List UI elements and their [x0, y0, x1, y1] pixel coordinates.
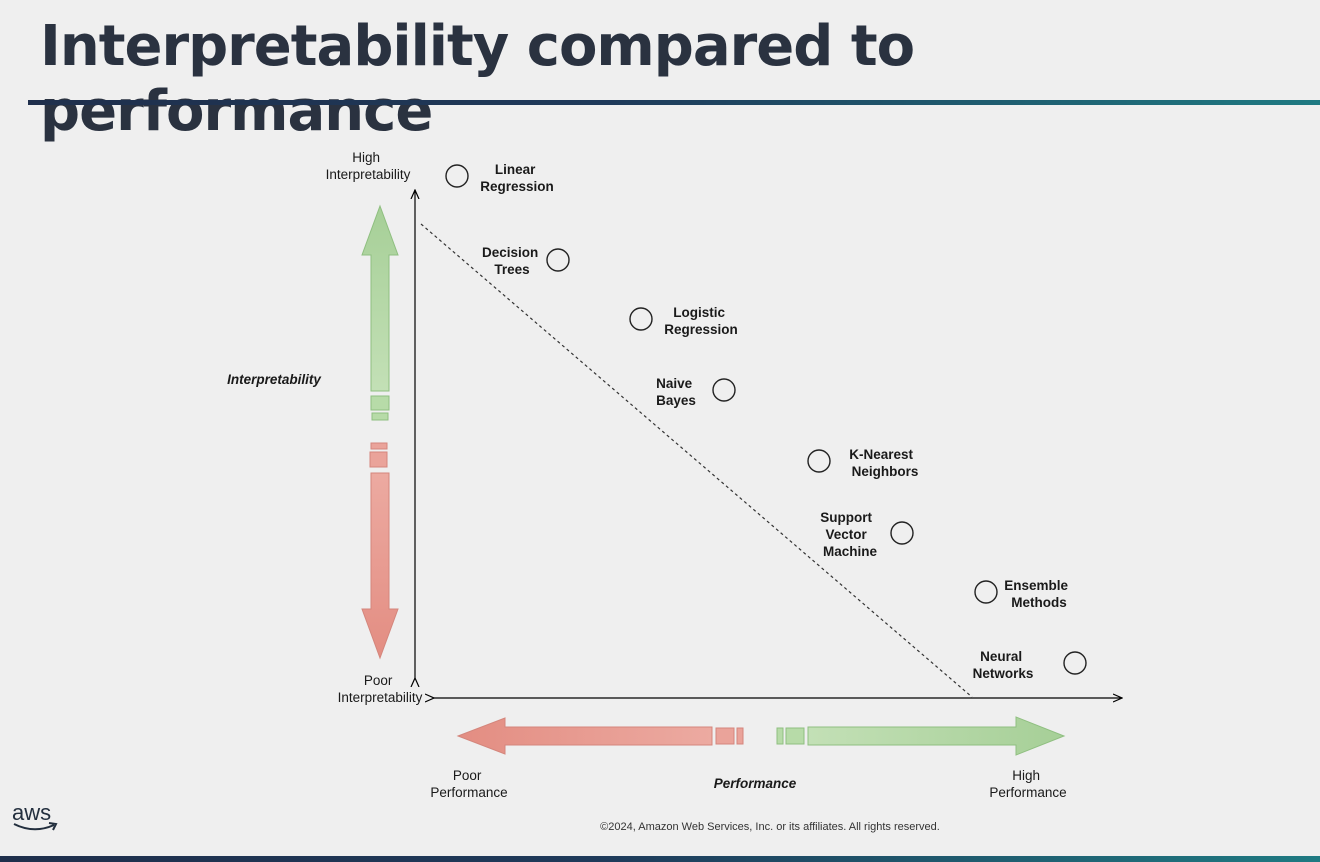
model-marker [807, 449, 831, 473]
model-marker [1063, 651, 1087, 675]
model-linear-regression: Linear Regression [445, 162, 554, 194]
model-label: Ensemble Methods [1004, 578, 1072, 610]
model-label: Linear Regression [480, 162, 554, 194]
interpretability-high-arrow [361, 204, 399, 421]
model-k-nearest-neighbors: K-Nearest Neighbors [807, 447, 918, 479]
y-axis-title: Interpretability [227, 372, 322, 387]
y-axis-top-label: High Interpretability [326, 150, 411, 182]
model-label: Neural Networks [973, 649, 1034, 681]
model-marker [974, 580, 998, 604]
model-marker [890, 521, 914, 545]
model-neural-networks: Neural Networks [973, 649, 1087, 681]
model-ensemble-methods: Ensemble Methods [974, 578, 1072, 610]
model-marker [546, 248, 570, 272]
model-label: Naive Bayes [656, 376, 696, 408]
x-axis-right-label: High Performance [989, 768, 1066, 800]
x-axis-title: Performance [714, 776, 797, 791]
copyright-notice: ©2024, Amazon Web Services, Inc. or its … [600, 821, 940, 833]
interpretability-poor-arrow [361, 442, 399, 660]
model-logistic-regression: Logistic Regression [629, 305, 738, 337]
x-axis-left-label: Poor Performance [430, 768, 507, 800]
y-axis-bottom-label: Poor Interpretability [338, 673, 423, 705]
tradeoff-line [420, 223, 973, 698]
model-label: K-Nearest Neighbors [849, 447, 918, 479]
model-marker [712, 378, 736, 402]
footer-divider [0, 856, 1320, 862]
aws-logo: aws [12, 800, 52, 825]
model-label: Logistic Regression [664, 305, 738, 337]
title-divider [28, 100, 1320, 105]
model-marker [629, 307, 653, 331]
model-marker [445, 164, 469, 188]
model-decision-trees: Decision Trees [482, 245, 570, 277]
model-support-vector-machine: Support Vector Machine [820, 510, 914, 559]
performance-high-arrow [776, 716, 1066, 756]
model-label: Decision Trees [482, 245, 542, 277]
model-naive-bayes: Naive Bayes [656, 376, 736, 408]
slide-title: Interpretability compared to performance [40, 14, 915, 144]
aws-smile-icon [13, 822, 58, 831]
model-label: Support Vector Machine [820, 510, 877, 559]
performance-poor-arrow [456, 717, 744, 755]
